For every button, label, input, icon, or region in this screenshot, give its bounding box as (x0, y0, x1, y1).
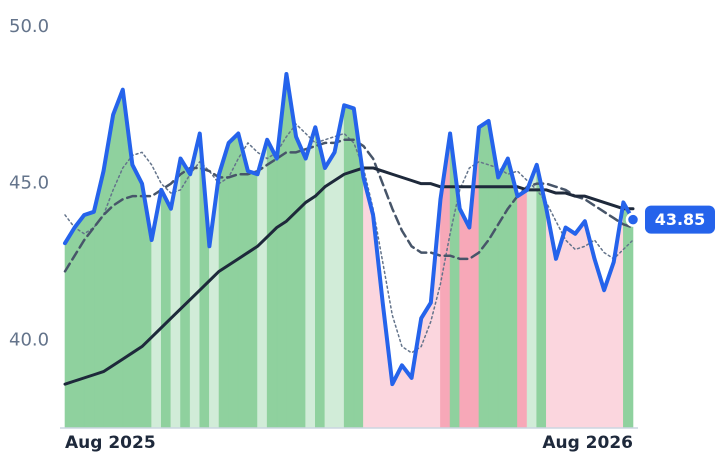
y-tick-label: 50.0 (9, 16, 49, 37)
price-area (343, 104, 355, 429)
moving-average-line (64, 123, 634, 354)
price-area (305, 127, 316, 429)
price-area (315, 127, 326, 429)
price-area (160, 189, 172, 429)
y-tick-label: 45.0 (9, 173, 49, 194)
last-value-pill (645, 205, 715, 234)
price-area (112, 89, 124, 429)
price-area (478, 120, 489, 429)
price-area (266, 139, 278, 429)
x-tick-label: Aug 2026 (542, 433, 633, 453)
price-area (247, 170, 258, 429)
price-area (180, 157, 191, 429)
price-area (565, 226, 576, 429)
price-area (324, 151, 335, 429)
price-line (63, 71, 635, 387)
price-area (497, 158, 509, 429)
price-area (517, 189, 528, 429)
price-area (257, 139, 268, 429)
y-tick-label: 40.0 (9, 329, 49, 350)
price-area (295, 136, 306, 429)
price-area (83, 211, 95, 429)
last-value-label: 43.85 (655, 210, 706, 229)
price-area (459, 208, 470, 429)
price-area (189, 133, 201, 429)
price-area (132, 164, 143, 429)
price-area (623, 201, 634, 429)
price-area (237, 133, 249, 429)
last-value-dot (625, 212, 641, 227)
moving-average-line (63, 166, 635, 386)
price-area (218, 142, 229, 429)
x-tick-label: Aug 2025 (65, 433, 156, 453)
price-area (574, 220, 586, 429)
price-area (526, 164, 538, 429)
